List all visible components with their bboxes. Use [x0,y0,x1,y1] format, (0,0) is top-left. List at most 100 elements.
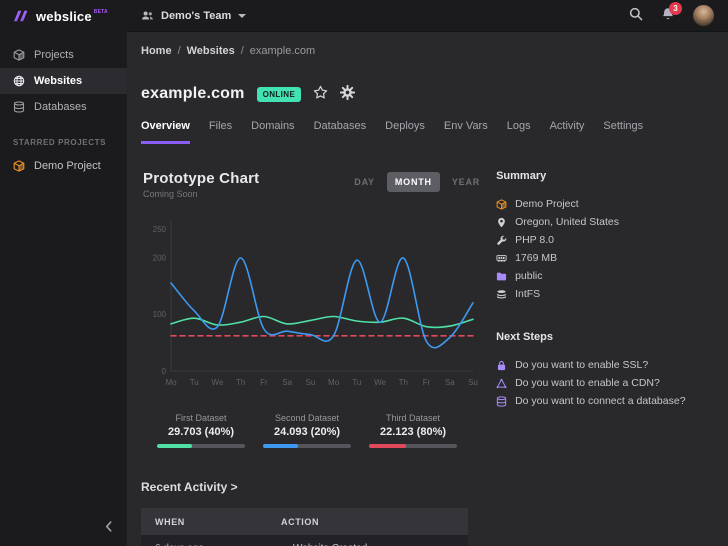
users-icon [141,9,154,22]
range-year-button[interactable]: YEAR [444,172,488,192]
tab-env-vars[interactable]: Env Vars [443,120,488,132]
user-avatar[interactable] [693,5,714,26]
wrench-icon [496,235,507,246]
summary-column: Summary Demo Project Oregon, United Stat… [496,170,714,546]
favorite-button[interactable] [313,85,328,103]
breadcrumb-separator: / [177,45,181,57]
summary-list: Demo Project Oregon, United States PHP 8… [496,195,714,303]
summary-item-php-version: PHP 8.0 [496,231,714,249]
range-day-button[interactable]: DAY [346,172,383,192]
legend-progress-bar [263,444,351,448]
range-month-button[interactable]: MONTH [386,172,440,192]
database-icon [13,101,25,113]
sidebar-item-websites[interactable]: Websites [0,68,127,94]
svg-text:200: 200 [153,253,167,262]
cube-icon [496,198,507,210]
globe-icon [13,75,25,87]
svg-text:We: We [374,378,386,387]
next-step-enable-ssl[interactable]: Do you want to enable SSL? [496,356,714,374]
svg-text:100: 100 [153,310,167,319]
summary-item-webroot: public [496,267,714,285]
sidebar-collapse-button[interactable] [97,516,119,538]
recent-activity-table: WHEN ACTION 6 days ago Website Created [141,508,468,546]
legend-progress-bar [157,444,245,448]
brand-name: webslice BETA [36,8,108,24]
svg-text:Su: Su [468,378,478,387]
recent-activity-link[interactable]: Recent Activity > [141,480,238,494]
team-name: Demo's Team [161,9,232,22]
tab-domains[interactable]: Domains [251,120,295,132]
brand-logo[interactable]: webslice BETA [0,0,127,32]
sidebar-item-databases[interactable]: Databases [0,94,127,120]
next-steps-title: Next Steps [496,331,553,343]
chart-subtitle: Coming Soon [143,189,198,199]
sidebar: webslice BETA Projects Websites Databases… [0,0,127,546]
summary-item-label: Oregon, United States [515,216,619,228]
legend-label: First Dataset [175,413,227,423]
sidebar-item-label: Websites [34,75,83,87]
main-content: Home / Websites / example.com example.co… [127,33,728,546]
settings-button[interactable] [340,85,356,103]
page-title: example.com [141,85,245,102]
legend-label: Second Dataset [274,413,340,423]
sidebar-item-demo-project[interactable]: Demo Project [0,153,127,179]
next-step-label: Do you want to connect a database? [515,395,686,407]
summary-title: Summary [496,170,547,182]
search-button[interactable] [629,7,643,24]
svg-text:Sa: Sa [445,378,455,387]
legend-label: Third Dataset [385,413,441,423]
breadcrumb-separator: / [240,45,244,57]
column-header-action: ACTION [281,516,320,527]
svg-text:250: 250 [153,225,167,234]
chart-title: Prototype Chart [143,170,260,187]
summary-item-label: PHP 8.0 [515,234,554,246]
summary-item-region: Oregon, United States [496,213,714,231]
layers-icon [496,289,507,300]
status-badge: ONLINE [256,86,302,102]
lock-icon [496,360,507,371]
tab-logs[interactable]: Logs [506,120,531,132]
cube-icon [13,160,25,172]
action-text: Website Created [293,543,367,546]
svg-text:Mo: Mo [328,378,340,387]
svg-text:We: We [212,378,224,387]
legend-value: 24.093 (20%) [273,426,341,438]
tab-activity[interactable]: Activity [549,120,585,132]
starred-projects-label: STARRED PROJECTS [13,138,107,147]
legend-item-third-dataset: Third Dataset 22.123 (80%) [369,413,457,448]
tab-deploys[interactable]: Deploys [385,120,425,132]
chevron-left-icon [105,520,112,535]
search-icon [629,7,643,24]
notifications-button[interactable]: 3 [661,2,682,24]
next-step-connect-database[interactable]: Do you want to connect a database? [496,392,714,410]
tab-settings[interactable]: Settings [603,120,644,132]
next-step-enable-cdn[interactable]: Do you want to enable a CDN? [496,374,714,392]
summary-item-label: 1769 MB [515,252,558,264]
summary-item-label: public [515,270,543,282]
chart-range-buttons: DAY MONTH YEAR [346,172,488,192]
cdn-triangle-icon [496,378,507,389]
breadcrumb-websites[interactable]: Websites [186,45,235,57]
summary-item-memory: 1769 MB [496,249,714,267]
starred-item-label: Demo Project [34,160,101,172]
tab-files[interactable]: Files [208,120,233,132]
summary-item-label: Demo Project [515,198,579,210]
cube-icon [13,49,25,61]
sidebar-item-projects[interactable]: Projects [0,42,127,68]
next-step-label: Do you want to enable a CDN? [515,377,660,389]
next-steps-panel: Next Steps Do you want to enable SSL? Do… [496,331,714,410]
team-selector[interactable]: Demo's Team [141,9,247,22]
breadcrumb-home[interactable]: Home [141,45,172,57]
summary-item-project: Demo Project [496,195,714,213]
svg-text:0: 0 [162,367,167,376]
tab-databases[interactable]: Databases [313,120,367,132]
chevron-down-icon [238,13,247,18]
notification-count-badge: 3 [669,2,682,15]
tab-bar: Overview Files Domains Databases Deploys… [141,120,714,144]
svg-text:Th: Th [399,378,408,387]
beta-badge: BETA [93,8,108,15]
tab-overview[interactable]: Overview [141,120,190,144]
svg-text:Th: Th [236,378,245,387]
legend-progress-bar [369,444,457,448]
